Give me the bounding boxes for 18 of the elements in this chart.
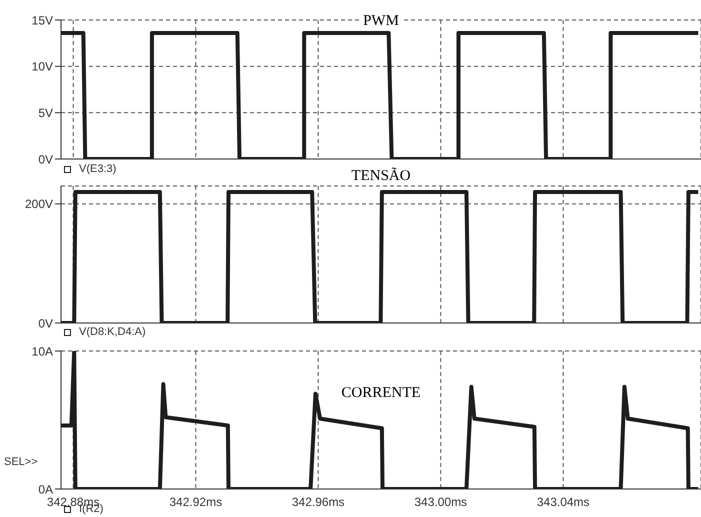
x-tick-label: 342.96ms	[292, 495, 345, 509]
y-tick-label: 10A	[32, 344, 53, 358]
legend-label: V(E3:3)	[79, 163, 116, 176]
y-tick-label: 0A	[38, 482, 53, 496]
chart-title: PWM	[359, 13, 403, 29]
text: SEL>>	[4, 456, 38, 468]
x-tick-label: 343.00ms	[414, 495, 468, 509]
y-tick-label: 5V	[38, 106, 53, 120]
legend-label: V(D8:K,D4:A)	[79, 326, 146, 339]
y-tick-label: 200V	[24, 197, 53, 212]
y-tick-label: 15V	[32, 13, 53, 28]
y-tick-label: 10V	[32, 60, 53, 74]
chart-title: TENSÃO	[347, 168, 415, 184]
y-tick-label: 0V	[38, 316, 53, 330]
text: CORRENTE	[337, 385, 425, 401]
x-tick-label: 343.04ms	[536, 495, 590, 509]
x-tick-label: 342.92ms	[169, 495, 222, 509]
y-tick-label: 0V	[38, 152, 53, 166]
